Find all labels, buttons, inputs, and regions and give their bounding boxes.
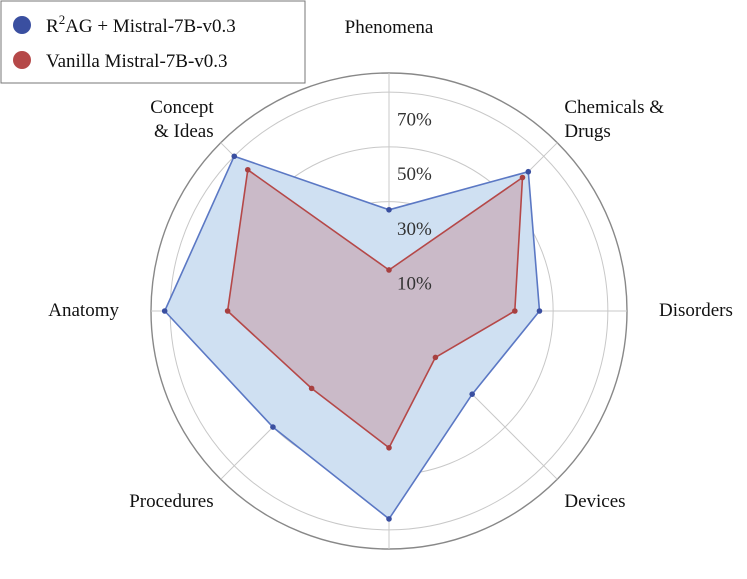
legend-box xyxy=(0,0,306,84)
axis-label-line: Disorders xyxy=(659,300,733,321)
axis-label: Procedures xyxy=(129,491,213,512)
data-point xyxy=(231,153,238,160)
radar-series xyxy=(161,153,543,522)
data-point xyxy=(525,168,532,175)
axis-label: Disorders xyxy=(659,300,733,321)
axis-labels: Phenomena Chemicals & Drugs Disorders Device… xyxy=(48,17,733,512)
axis-label-line: Chemicals & xyxy=(564,97,664,118)
data-point xyxy=(519,174,526,181)
axis-label: Devices xyxy=(564,491,625,512)
axis-label: Anatomy xyxy=(48,300,119,321)
data-point xyxy=(386,444,392,451)
data-point xyxy=(469,391,475,397)
data-point xyxy=(224,308,231,314)
axis-label: Phenomena xyxy=(345,17,434,38)
legend-marker-r2ag xyxy=(13,16,31,34)
tick-label: 30% xyxy=(397,219,432,240)
axis-label-line: Phenomena xyxy=(345,17,434,38)
legend-marker-vanilla xyxy=(13,51,31,69)
legend-label-r2ag: R2AG + Mistral-7B-v0.3 xyxy=(46,12,236,37)
axis-label-line: Procedures xyxy=(129,491,213,512)
data-point xyxy=(386,267,392,273)
data-point xyxy=(270,424,276,430)
legend-label-r2ag-superscript: 2 xyxy=(59,12,66,27)
data-point xyxy=(512,308,518,314)
axis-label-line: Drugs xyxy=(564,121,610,142)
radial-tick-labels: 10% 30% 50% 70% xyxy=(397,110,432,295)
axis-label: Concept & Ideas xyxy=(150,97,214,142)
tick-label: 50% xyxy=(397,164,432,185)
data-point xyxy=(244,166,251,173)
legend-label-vanilla: Vanilla Mistral-7B-v0.3 xyxy=(46,51,228,72)
legend-label-r2ag-part-1: R xyxy=(46,16,59,37)
legend-label-r2ag-part-2: AG + Mistral-7B-v0.3 xyxy=(65,16,236,37)
axis-label-line: & Ideas xyxy=(154,121,214,142)
axis-label-line: Concept xyxy=(150,97,214,118)
data-point xyxy=(308,385,315,392)
tick-label: 10% xyxy=(397,274,432,295)
data-point xyxy=(386,206,392,213)
data-point xyxy=(536,308,543,314)
data-point xyxy=(161,308,168,314)
legend: R2AG + Mistral-7B-v0.3 Vanilla Mistral-7… xyxy=(0,0,306,84)
data-point xyxy=(386,516,392,522)
axis-label-line: Devices xyxy=(564,491,625,512)
axis-label: Chemicals & Drugs xyxy=(564,97,664,142)
tick-label: 70% xyxy=(397,110,432,131)
axis-label-line: Anatomy xyxy=(48,300,119,321)
data-point xyxy=(432,354,439,361)
